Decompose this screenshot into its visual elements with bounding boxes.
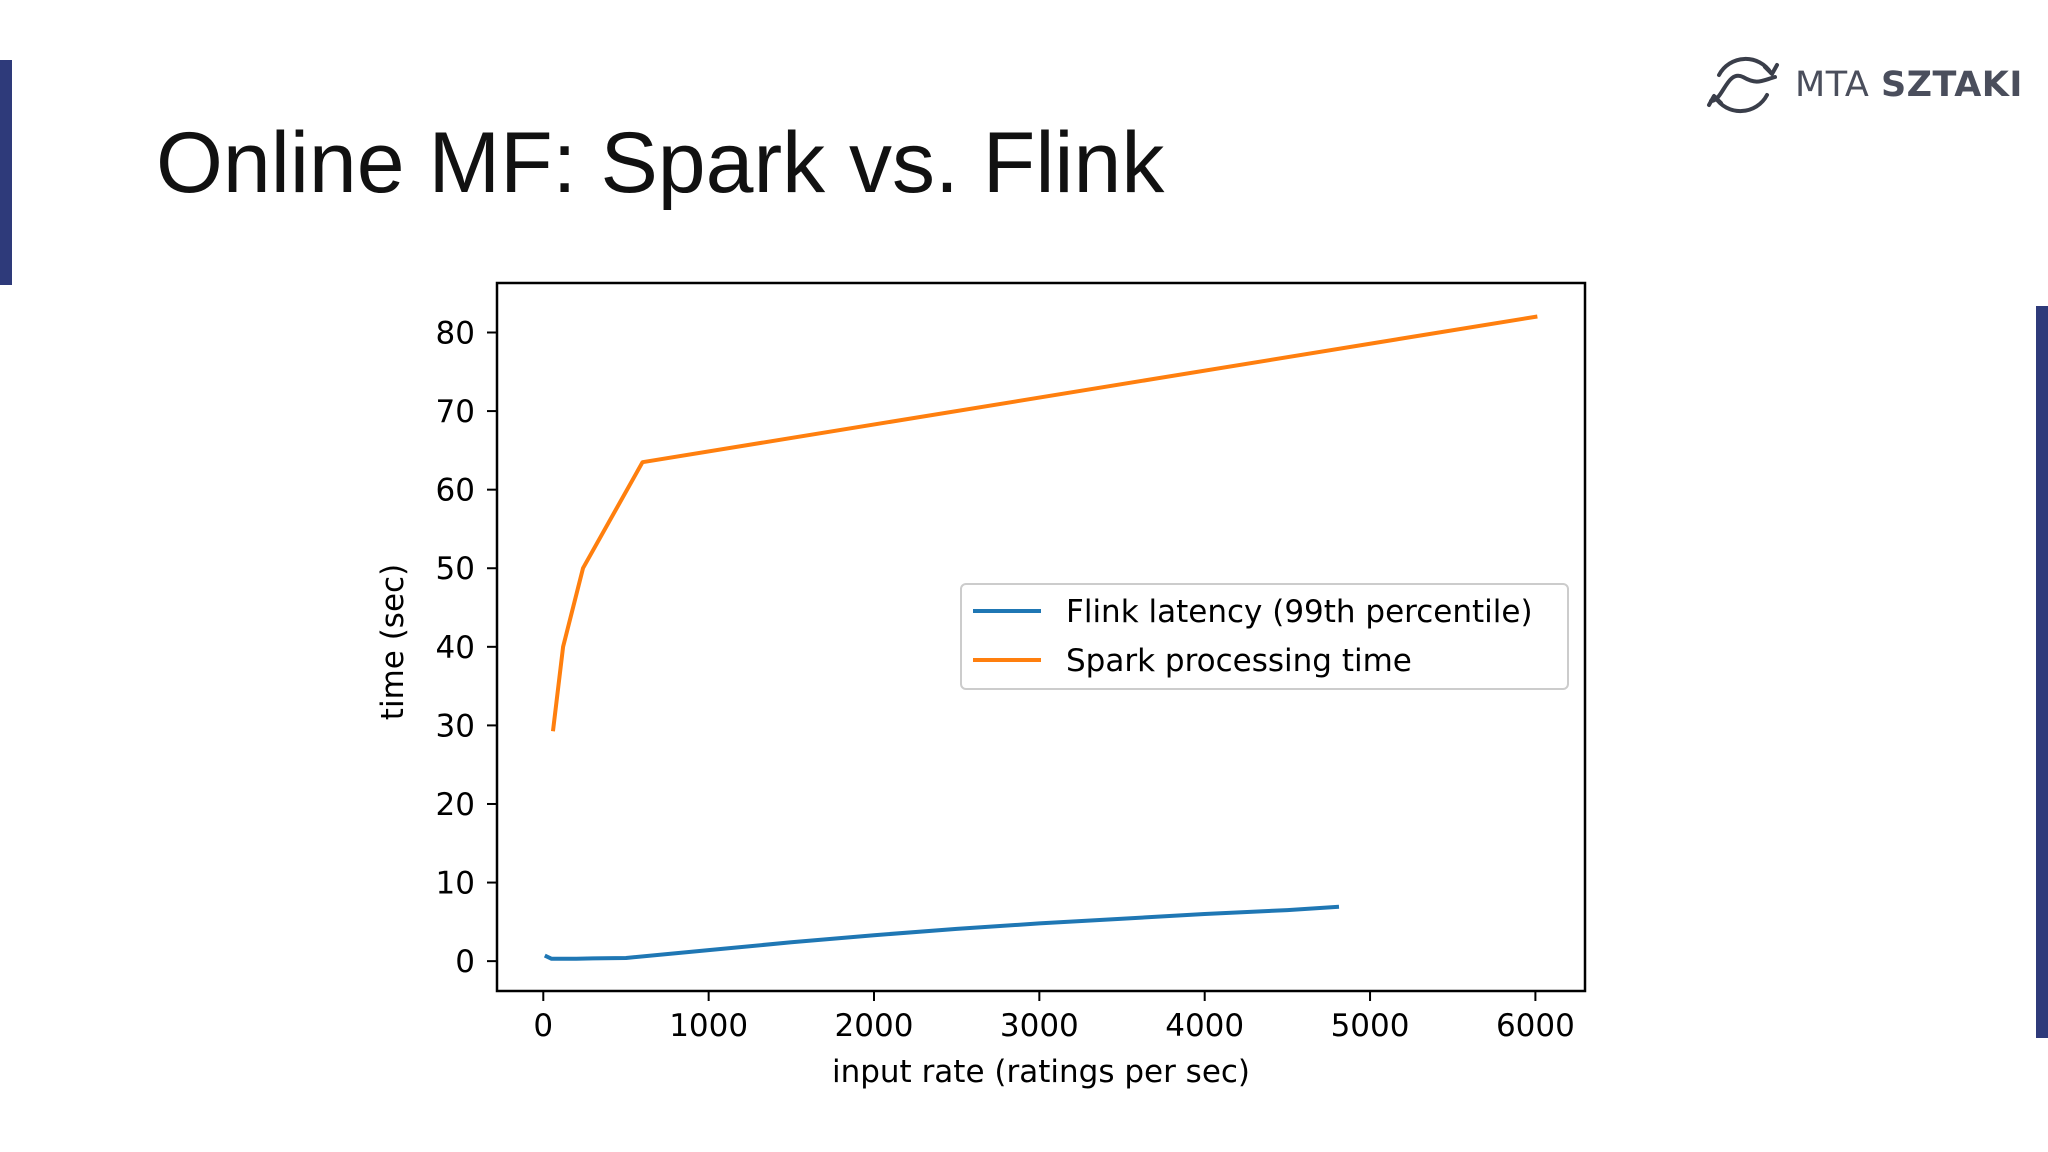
y-tick-label: 30 [436,708,475,744]
x-tick-label: 0 [533,1008,553,1044]
y-axis-label: time (sec) [375,564,411,720]
legend-box [960,583,1569,690]
x-tick-label: 1000 [669,1008,748,1044]
x-tick-label: 2000 [835,1008,914,1044]
x-tick-label: 5000 [1331,1008,1410,1044]
logo-name-light: MTA [1795,65,1870,105]
logo-name-bold: SZTAKI [1880,65,2023,105]
y-tick-label: 60 [436,473,475,509]
series-line-1 [543,904,1340,961]
x-tick-label: 6000 [1496,1008,1575,1044]
y-tick-label: 70 [436,394,475,430]
series-line-2 [550,314,1538,732]
plot-frame [495,281,1587,993]
y-tick-label: 40 [436,630,475,666]
x-tick-label: 3000 [1000,1008,1079,1044]
logo-text: MTA SZTAKI [1795,65,2023,105]
right-accent-bar [2036,306,2048,1038]
y-tick-label: 20 [436,787,475,823]
left-accent-bar [0,60,12,285]
y-tick-label: 80 [436,316,475,352]
x-axis-label: input rate (ratings per sec) [832,1054,1250,1090]
sztaki-logo-icon [1707,56,1779,114]
legend-label-1: Flink latency (99th percentile) [1066,594,1533,630]
slide-title: Online MF: Spark vs. Flink [156,115,1165,211]
y-tick-label: 50 [436,551,475,587]
logo: MTA SZTAKI [1705,45,2023,125]
y-tick-label: 10 [436,866,475,902]
y-tick-label: 0 [455,944,475,980]
x-tick-label: 4000 [1165,1008,1244,1044]
legend-label-2: Spark processing time [1066,643,1412,679]
